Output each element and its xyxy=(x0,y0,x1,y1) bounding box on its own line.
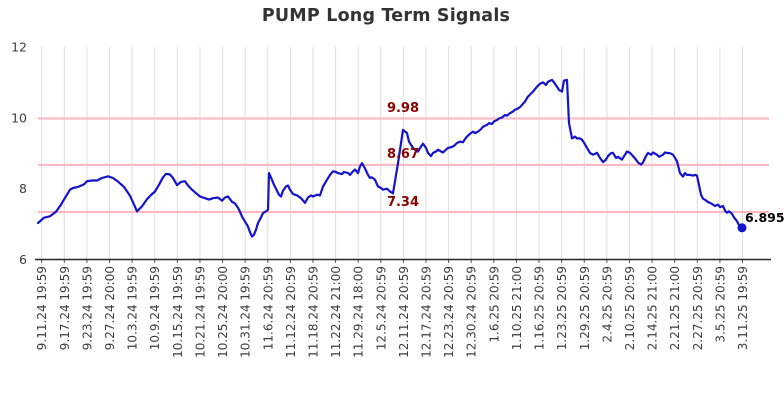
x-tick-label: 9.11.24 19:59 xyxy=(35,266,49,350)
x-tick-label: 1.23.25 20:59 xyxy=(555,266,569,350)
signal-level-label-middle: 8.67 xyxy=(386,147,420,162)
x-tick-label: 10.21.24 19:59 xyxy=(193,266,207,358)
x-tick-label: 12.17.24 20:59 xyxy=(420,266,434,358)
x-tick-label: 3.11.25 19:59 xyxy=(736,266,750,350)
chart-title: PUMP Long Term Signals xyxy=(261,6,511,26)
x-tick-label: 1.29.25 20:59 xyxy=(578,266,592,350)
x-tick-label: 12.11.24 20:59 xyxy=(397,266,411,358)
x-tick-label: 2.10.25 20:59 xyxy=(623,266,637,350)
x-tick-label: 2.21.25 21:00 xyxy=(668,266,682,350)
x-tick-label: 12.30.24 20:59 xyxy=(465,266,479,358)
x-tick-label: 11.29.24 18:00 xyxy=(352,266,366,358)
x-tick-label: 1.16.25 20:59 xyxy=(533,266,547,350)
y-tick-label: 6 xyxy=(19,252,27,267)
x-tick-label: 9.27.24 20:00 xyxy=(103,266,117,350)
x-tick-label: 3.5.25 20:59 xyxy=(713,266,727,343)
x-tick-label: 10.15.24 19:59 xyxy=(171,266,185,358)
last-value-label: 6.895 xyxy=(745,210,784,225)
y-tick-label: 10 xyxy=(11,110,27,125)
y-tick-label: 12 xyxy=(11,39,27,54)
x-tick-label: 12.5.24 20:59 xyxy=(374,266,388,350)
x-tick-label: 11.6.24 20:59 xyxy=(261,266,275,350)
x-tick-label: 11.12.24 20:59 xyxy=(284,266,298,358)
x-tick-label: 9.17.24 19:59 xyxy=(58,266,72,350)
x-tick-label: 2.14.25 21:00 xyxy=(646,266,660,350)
x-tick-label: 1.6.25 20:59 xyxy=(487,266,501,343)
x-tick-label: 1.10.25 21:00 xyxy=(510,266,524,350)
x-tick-label: 10.31.24 19:59 xyxy=(239,266,253,358)
x-tick-label: 10.3.24 19:59 xyxy=(126,266,140,350)
signal-level-label-lower: 7.34 xyxy=(386,195,420,210)
x-tick-label: 11.18.24 20:59 xyxy=(306,266,320,358)
x-tick-label: 9.23.24 19:59 xyxy=(80,266,94,350)
x-tick-label: 11.22.24 21:00 xyxy=(329,266,343,358)
x-tick-label: 2.27.25 20:59 xyxy=(691,266,705,350)
signal-level-label-upper: 9.98 xyxy=(386,101,420,116)
x-tick-label: 2.4.25 20:59 xyxy=(600,266,614,343)
y-tick-label: 8 xyxy=(19,181,27,196)
last-point-marker xyxy=(737,223,747,233)
x-tick-label: 10.9.24 19:59 xyxy=(148,266,162,350)
price-line xyxy=(36,78,744,238)
x-tick-label: 10.25.24 20:00 xyxy=(216,266,230,358)
x-tick-label: 12.23.24 20:59 xyxy=(442,266,456,358)
